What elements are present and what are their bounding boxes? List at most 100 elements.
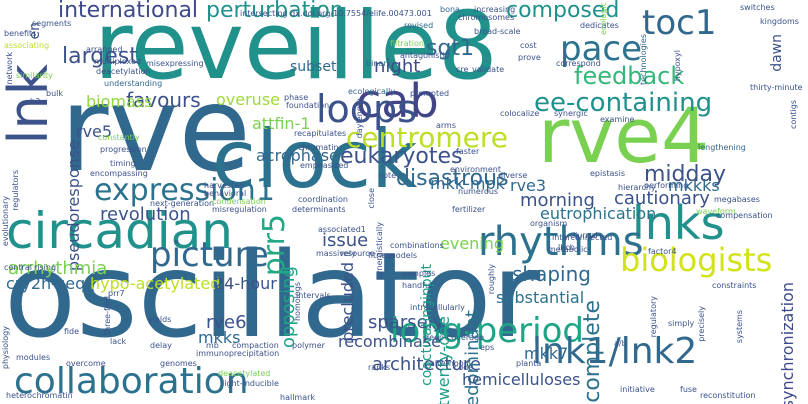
cloud-word-condensation: condensation [212, 197, 266, 206]
cloud-word-environment: environment [450, 165, 501, 174]
cloud-word-sparsely: sparsely [368, 312, 444, 333]
cloud-word-deep-coverage: deep-coverage [424, 333, 485, 342]
cloud-word-deacetylation: deacetylation [96, 67, 151, 76]
cloud-word-feedback: feedback [574, 62, 685, 90]
cloud-word-network: network [5, 52, 14, 85]
cloud-word-mkks: mkks [198, 328, 241, 347]
cloud-word-harvested: harvested [204, 181, 245, 190]
cloud-word-biologists: biologists [620, 241, 773, 279]
cloud-word-prove: prove [518, 53, 541, 62]
cloud-word-roughly: roughly [487, 264, 496, 295]
cloud-word-organism: organism [530, 219, 568, 228]
cloud-word-eukaryotes: eukaryotes [340, 144, 463, 169]
cloud-word-subset: subset [290, 59, 337, 75]
cloud-word-thirty-minute: thirty-minute [750, 83, 803, 92]
cloud-word-hemicelluloses: hemicelluloses [462, 370, 581, 389]
cloud-word-homologs: homologs [293, 282, 302, 322]
cloud-word-rve: rve [60, 60, 251, 198]
cloud-word-broad-scale: broad-scale [474, 27, 521, 36]
cloud-word-factor4: factor4 [648, 247, 677, 256]
cloud-word-hierarchy: hierarchy [618, 183, 656, 192]
cloud-word-fitness: fitness [368, 251, 395, 260]
cloud-word-arrhythmia: arrhythmia [8, 258, 108, 279]
cloud-word-mkkks: mkkks [668, 176, 720, 195]
cloud-word-reconstitution: reconstitution [700, 391, 756, 400]
cloud-word-examine: examine [600, 115, 635, 124]
cloud-word-expression1: expression1 [94, 173, 275, 208]
cloud-word-lhcb: lhcb [558, 243, 575, 252]
cloud-word-prr7: prr7 [108, 289, 125, 298]
cloud-word-emphasized: emphasized [300, 161, 349, 170]
cloud-word-close: close [367, 188, 376, 209]
cloud-word-simply: simply [668, 319, 695, 328]
cloud-word-compaction: compaction [232, 341, 279, 350]
cloud-word-biomass: biomass [86, 92, 153, 111]
cloud-word-recombinase: recombinase [338, 332, 441, 351]
cloud-word-physiology: physiology [1, 326, 10, 370]
cloud-word-architecture: architecture [372, 354, 481, 375]
cloud-word-combinations: combinations [390, 241, 444, 250]
cloud-word-bona: bona [440, 5, 460, 14]
cloud-word-afternoon: afternoon [430, 359, 469, 368]
cloud-word-ecologically: ecologically [348, 87, 396, 96]
cloud-word-determinants: determinants [292, 205, 346, 214]
cloud-word-hypo-acetylated: hypo-acetylated [90, 274, 221, 293]
cloud-word-intracellularly: intracellularly [410, 303, 465, 312]
cloud-word-lnks: lnks [632, 196, 725, 250]
cloud-word-delay: delay [150, 341, 172, 350]
cloud-word-evening: evening [440, 234, 505, 253]
cloud-word-misexpressing: misexpressing [146, 59, 204, 68]
cloud-word-oscillator: oscillator [4, 226, 541, 364]
cloud-word-eps: eps [480, 343, 495, 352]
cloud-word-progression: progression [100, 145, 147, 154]
cloud-word-synchronization: synchronization [778, 282, 797, 404]
cloud-word-24-hour: 24-hour [214, 274, 277, 293]
cloud-word-lack: lack [110, 337, 127, 346]
cloud-word-associating: associating [4, 41, 50, 50]
cloud-word-mkk7: mkk7 [524, 344, 569, 363]
cloud-word-ee-containing: ee-containing [534, 88, 713, 118]
cloud-word-understanding: understanding [104, 79, 163, 88]
cloud-word-recapitulates: recapitulates [294, 129, 347, 138]
cloud-word-daylength: daylength [355, 98, 364, 139]
cloud-word-rve4: rve4 [538, 91, 710, 180]
cloud-word-antagonistic: antagonistic [400, 51, 450, 60]
cloud-word-correspond: correspond [556, 59, 601, 68]
cloud-word-modules: modules [16, 353, 51, 362]
cloud-word-coordination: coordination [298, 195, 348, 204]
cloud-word-colocalize: colocalize [500, 109, 540, 118]
cloud-word-overuse: overuse [216, 90, 280, 109]
cloud-word-revolution: revolution [100, 204, 191, 225]
cloud-word-issue: issue [322, 230, 369, 251]
cloud-word-h3: h3 [30, 97, 41, 106]
cloud-word-validate: validate [472, 65, 505, 74]
cloud-word-eutrophication: eutrophication [540, 204, 657, 223]
cloud-word-handful: handful [402, 281, 433, 290]
cloud-word-megabases: megabases [714, 195, 760, 204]
cloud-word-intervals: intervals [296, 291, 331, 300]
cloud-word-cab: cab [356, 74, 439, 128]
cloud-word-diverse: diverse [498, 171, 528, 180]
cloud-word-central: central [4, 263, 32, 272]
cloud-word-compensation: compensation [716, 211, 773, 220]
cloud-word-cre: cre [456, 65, 469, 74]
cloud-word-perturbation: perturbation [206, 0, 344, 23]
cloud-word-fuse: fuse [680, 385, 697, 394]
cloud-word-morning: morning [520, 190, 595, 211]
cloud-word-loops: loops [316, 87, 417, 131]
cloud-word-bulk: bulk [46, 89, 64, 98]
cloud-word-fide: fide [64, 327, 80, 336]
cloud-word-synergic: synergic [554, 109, 588, 118]
cloud-word-attfin-1: attfin-1 [252, 114, 311, 133]
cloud-word-ranks: ranks [368, 363, 391, 372]
cloud-word-systems: systems [735, 310, 744, 344]
cloud-word-intersecting-doi: intersecting dx.doi.org/10.7554/elife.00… [240, 9, 432, 18]
cloud-word-code: code [454, 363, 474, 372]
cloud-word-collaboration: collaboration [14, 361, 249, 402]
cloud-word-predominant: predominant [462, 310, 483, 404]
cloud-word-toc1: toc1 [642, 3, 717, 43]
cloud-word-models: models [388, 251, 418, 260]
cloud-word-diurnal: diurnal [570, 231, 598, 240]
cloud-word-arranged: arranged [86, 45, 123, 54]
cloud-word-synergistically: synergistically [375, 222, 384, 280]
